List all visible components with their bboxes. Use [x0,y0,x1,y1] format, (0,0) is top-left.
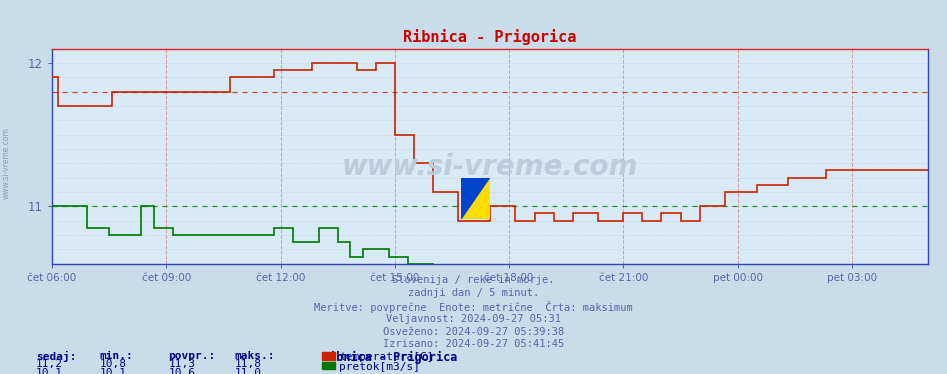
Text: Meritve: povprečne  Enote: metrične  Črta: maksimum: Meritve: povprečne Enote: metrične Črta:… [314,301,633,313]
Polygon shape [461,178,490,219]
Text: www.si-vreme.com: www.si-vreme.com [342,153,638,181]
Text: Osveženo: 2024-09-27 05:39:38: Osveženo: 2024-09-27 05:39:38 [383,327,564,337]
Text: 10,8: 10,8 [99,359,127,369]
Text: min.:: min.: [99,351,134,361]
Text: 10,1: 10,1 [99,368,127,374]
Text: 10,6: 10,6 [169,368,196,374]
Text: pretok[m3/s]: pretok[m3/s] [339,362,420,372]
Text: www.si-vreme.com: www.si-vreme.com [2,127,11,199]
Text: 11,3: 11,3 [169,359,196,369]
Text: 11,2: 11,2 [36,359,63,369]
Title: Ribnica - Prigorica: Ribnica - Prigorica [403,29,577,45]
Text: Veljavnost: 2024-09-27 05:31: Veljavnost: 2024-09-27 05:31 [386,314,561,324]
Text: sedaj:: sedaj: [36,351,77,362]
Text: povpr.:: povpr.: [169,351,216,361]
Text: Izrisano: 2024-09-27 05:41:45: Izrisano: 2024-09-27 05:41:45 [383,339,564,349]
Text: zadnji dan / 5 minut.: zadnji dan / 5 minut. [408,288,539,298]
Text: temperatura[C]: temperatura[C] [339,352,434,362]
Polygon shape [461,178,490,219]
Text: Ribnica - Prigorica: Ribnica - Prigorica [322,351,457,364]
Text: Slovenija / reke in morje.: Slovenija / reke in morje. [392,275,555,285]
Text: 11,8: 11,8 [235,359,262,369]
Text: maks.:: maks.: [235,351,276,361]
Text: 10,1: 10,1 [36,368,63,374]
Text: 11,0: 11,0 [235,368,262,374]
